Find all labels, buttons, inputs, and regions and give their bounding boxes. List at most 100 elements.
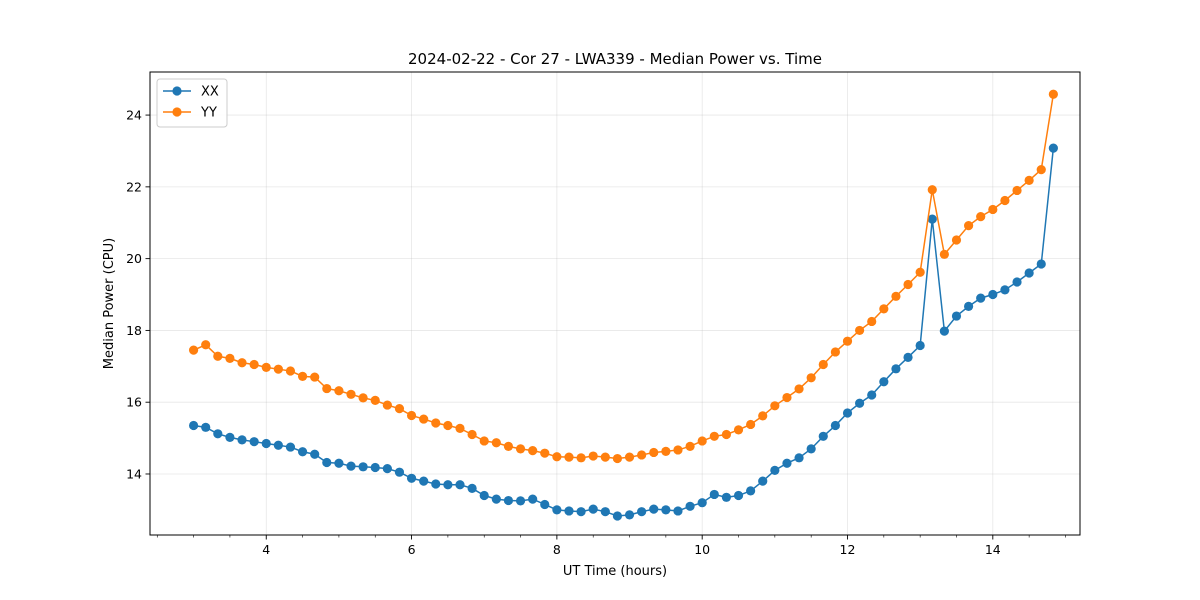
data-point-xx: [746, 486, 756, 496]
data-point-yy: [600, 452, 610, 462]
data-point-yy: [867, 316, 877, 327]
data-point-xx: [297, 447, 308, 457]
data-point-xx: [612, 511, 623, 521]
data-point-yy: [794, 384, 804, 394]
data-point-yy: [673, 445, 683, 455]
data-point-xx: [733, 490, 744, 501]
data-point-xx: [225, 432, 235, 442]
data-point-xx: [976, 293, 986, 303]
data-point-yy: [188, 345, 199, 355]
x-tick-label: 6: [408, 542, 416, 557]
data-point-xx: [370, 462, 380, 473]
data-point-yy: [879, 304, 889, 314]
x-tick-label: 10: [694, 542, 710, 557]
data-point-xx: [503, 495, 514, 506]
data-point-xx: [915, 340, 925, 351]
data-point-yy: [297, 371, 308, 381]
data-point-yy: [285, 366, 296, 376]
data-point-yy: [382, 400, 392, 410]
data-point-xx: [322, 457, 332, 468]
grid: [150, 72, 1080, 535]
data-point-xx: [988, 289, 998, 300]
data-point-yy: [370, 395, 380, 406]
data-point-xx: [891, 364, 901, 374]
data-point-yy: [528, 446, 538, 456]
y-tick-label: 20: [126, 251, 142, 266]
data-point-yy: [770, 401, 780, 411]
data-point-yy: [891, 291, 901, 301]
data-point-yy: [927, 185, 937, 195]
plot-area-frame: [149, 71, 1081, 536]
data-point-xx: [406, 473, 417, 483]
data-point-yy: [552, 452, 562, 462]
data-point-xx: [879, 377, 889, 387]
data-point-xx: [867, 390, 877, 400]
x-tick-label: 8: [553, 542, 561, 557]
data-point-yy: [842, 336, 853, 346]
x-tick-label: 4: [262, 542, 270, 557]
data-point-yy: [661, 446, 671, 456]
data-point-xx: [782, 458, 792, 468]
data-point-xx: [624, 510, 635, 520]
data-point-yy: [733, 425, 744, 435]
data-point-yy: [576, 453, 586, 463]
x-tick-label: 12: [840, 542, 856, 557]
data-point-xx: [1036, 259, 1046, 269]
data-point-xx: [855, 398, 865, 408]
y-tick-label: 22: [126, 179, 142, 194]
series-line-yy: [193, 94, 1055, 460]
x-axis-label: UT Time (hours): [563, 564, 667, 579]
chart-title: 2024-02-22 - Cor 27 - LWA339 - Median Po…: [408, 50, 822, 68]
data-point-yy: [649, 447, 659, 458]
data-point-xx: [249, 437, 259, 447]
data-point-yy: [431, 418, 441, 428]
data-point-xx: [201, 422, 211, 432]
data-point-xx: [346, 461, 356, 471]
data-point-xx: [649, 504, 659, 514]
data-point-yy: [588, 451, 598, 461]
axis-ticks: 4 6 8 10 12 14 14 16 18 20 22 24: [126, 108, 1066, 557]
data-point-xx: [806, 444, 816, 454]
data-point-xx: [661, 505, 671, 515]
data-point-yy: [637, 450, 647, 460]
data-point-yy: [491, 438, 501, 448]
data-point-xx: [467, 483, 477, 493]
data-point-xx: [419, 476, 429, 486]
data-point-yy: [1000, 195, 1010, 206]
data-point-xx: [334, 458, 344, 468]
data-point-yy: [237, 358, 247, 368]
data-point-yy: [503, 441, 514, 451]
data-point-xx: [1000, 285, 1010, 295]
data-point-yy: [261, 362, 271, 372]
data-point-xx: [188, 420, 199, 431]
data-point-xx: [455, 480, 465, 490]
data-point-yy: [697, 436, 707, 446]
data-point-xx: [903, 352, 913, 362]
data-point-yy: [455, 423, 465, 433]
data-point-xx: [951, 311, 962, 321]
data-point-xx: [564, 506, 574, 516]
data-point-xx: [770, 465, 780, 475]
data-point-yy: [685, 441, 695, 451]
data-point-xx: [515, 496, 526, 506]
data-point-xx: [818, 431, 828, 441]
data-point-xx: [697, 498, 707, 508]
data-point-yy: [273, 364, 283, 374]
data-point-yy: [721, 429, 732, 440]
data-point-yy: [758, 411, 768, 421]
data-point-xx: [443, 480, 453, 490]
data-point-yy: [964, 221, 974, 231]
data-point-xx: [721, 492, 732, 502]
data-point-yy: [746, 419, 756, 430]
legend-marker-xx: [172, 86, 182, 96]
data-point-yy: [709, 431, 719, 441]
data-point-xx: [237, 435, 247, 445]
data-point-yy: [976, 212, 986, 222]
data-point-xx: [491, 494, 501, 504]
data-point-xx: [394, 467, 405, 477]
y-tick-label: 18: [126, 323, 142, 338]
data-point-xx: [1012, 277, 1022, 287]
legend: XX YY: [156, 78, 228, 128]
data-point-yy: [479, 436, 489, 446]
